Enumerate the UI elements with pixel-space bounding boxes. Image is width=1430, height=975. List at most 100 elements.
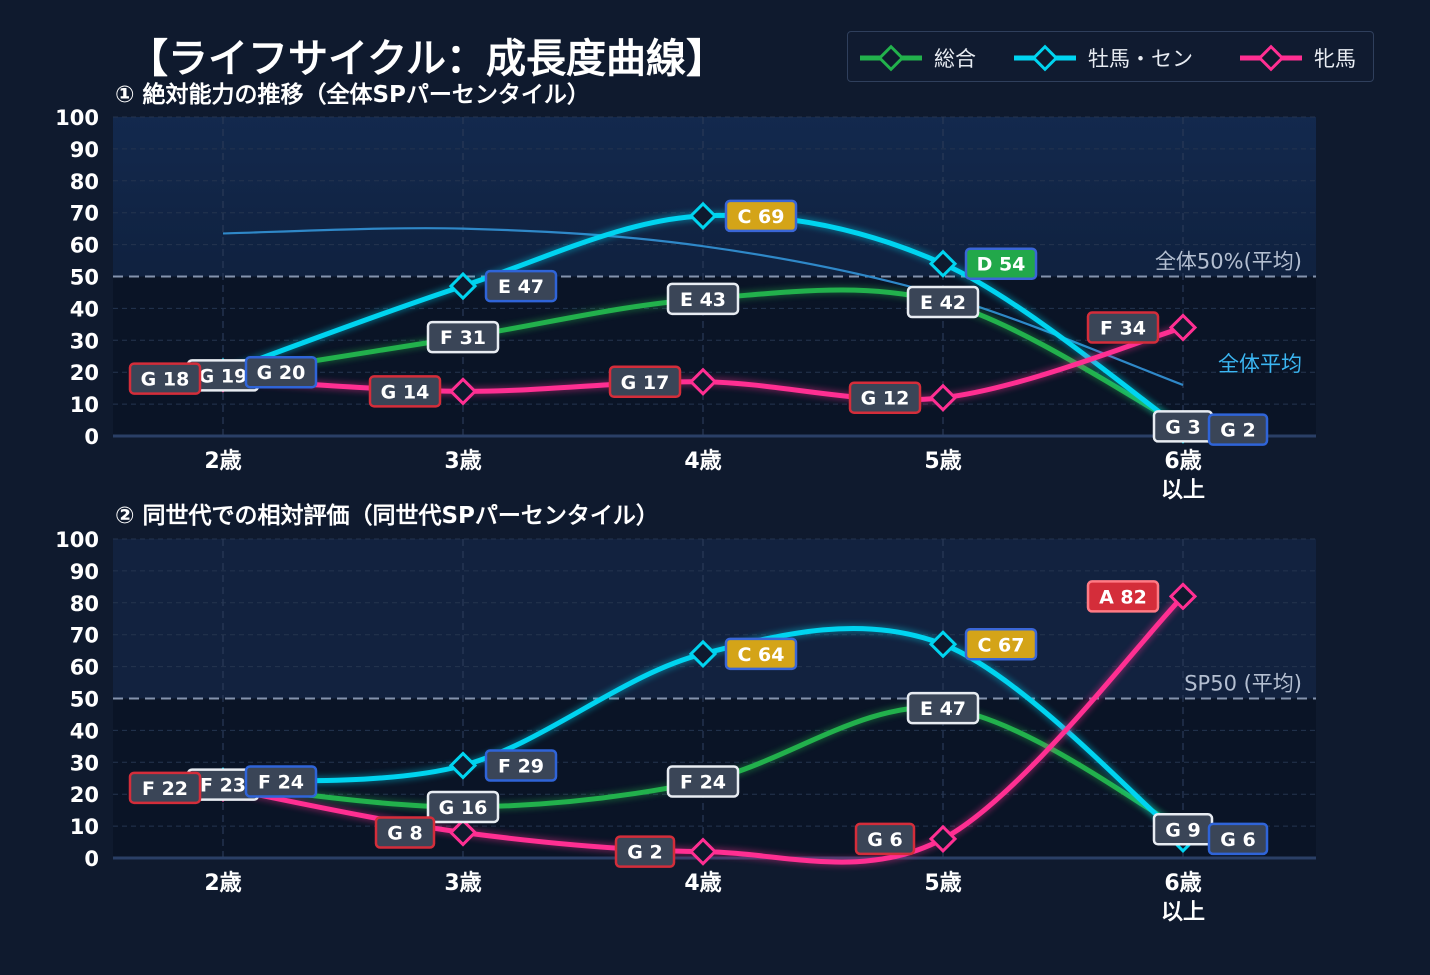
legend-marker-female [1240,44,1302,72]
upper-half-area [113,117,1316,277]
y-tick-label: 80 [70,592,99,616]
data-point-marker [928,383,958,412]
data-label: F 31 [440,327,486,349]
data-label-box [666,765,740,798]
data-label: F 29 [498,755,544,777]
data-label: G 20 [257,362,306,384]
legend-label-male: 牡馬・セン [1088,47,1193,71]
y-tick-label: 100 [55,528,99,552]
data-label-box [724,637,798,671]
x-tick-label: 以上 [1161,900,1205,925]
x-tick-label: 3歳 [444,449,481,474]
y-tick-label: 90 [70,560,99,584]
y-tick-label: 60 [70,656,99,680]
data-label-box [1086,580,1160,613]
y-tick-label: 60 [70,234,99,258]
data-label-box [484,269,558,303]
x-tick-label: 3歳 [444,871,481,896]
average-curve [222,227,1184,386]
chart-title: ① 絶対能力の推移（全体SPパーセンタイル） [115,81,590,108]
data-label: E 47 [920,698,966,720]
x-tick-label: 5歳 [924,449,961,474]
y-tick-label: 50 [70,266,99,290]
data-point-marker [688,639,718,668]
data-label: D 54 [977,254,1026,276]
data-label-box [1207,822,1269,856]
y-tick-label: 50 [70,688,99,712]
data-label-box [964,247,1038,280]
data-label: G 8 [387,822,422,844]
x-tick-label: 6歳 [1164,449,1201,474]
data-point-marker [448,377,478,406]
data-label-box [964,628,1038,661]
chart-panel-2: ② 同世代での相対評価（同世代SPパーセンタイル） 0 10 20 30 40 50 60 70… [55,502,1316,925]
data-label-box [1086,311,1160,344]
data-point-marker [928,630,958,659]
data-label-box [484,749,558,782]
y-tick-label: 70 [70,624,99,648]
data-label: G 3 [1165,416,1200,438]
data-label: C 64 [738,644,785,666]
legend-marker-overall [860,44,922,72]
y-tick-label: 20 [70,361,99,385]
data-label: F 23 [200,775,246,797]
y-tick-label: 20 [70,783,99,807]
chart-panel-1: ① 絶対能力の推移（全体SPパーセンタイル） 0 10 20 30 40 50 60 70 80 9… [55,81,1316,503]
data-label: G 12 [861,388,910,410]
y-tick-label: 70 [70,202,99,226]
data-label: G 17 [621,372,670,394]
data-label-box [426,320,500,354]
y-tick-label: 90 [70,138,99,162]
data-label-box [666,282,740,316]
x-tick-label: 4歳 [684,449,721,474]
data-label: E 43 [680,289,726,311]
average-curve-label: 全体平均 [1218,352,1302,376]
data-label: G 2 [627,842,662,864]
y-tick-label: 30 [70,329,99,353]
data-point-marker [448,271,478,301]
x-tick-label: 6歳 [1164,871,1201,896]
data-label-box [128,771,202,805]
data-label-box [906,285,980,319]
data-label-box [854,822,916,856]
y-tick-label: 40 [70,719,99,743]
y-tick-label: 10 [70,815,99,839]
data-point-marker [448,818,478,847]
data-label: G 9 [1165,819,1200,841]
reference-line-label: 全体50%(平均) [1155,250,1302,274]
data-label: G 16 [439,797,488,819]
data-label: F 34 [1100,318,1146,340]
data-label: G 19 [199,365,248,387]
data-label-box [608,365,682,399]
y-tick-label: 0 [84,847,99,871]
x-tick-label: 2歳 [204,871,241,896]
page-title: 【ライフサイクル：成長度曲線】 [128,36,726,82]
data-label-box [128,362,202,395]
data-label: G 6 [867,829,902,851]
data-label: E 47 [498,276,544,298]
data-label-box [374,816,436,849]
y-tick-label: 10 [70,393,99,417]
y-tick-label: 0 [84,425,99,449]
data-label: G 6 [1220,829,1255,851]
x-tick-label: 以上 [1161,478,1205,503]
data-label-box [848,381,922,414]
legend-marker-male [1014,44,1076,72]
data-label: G 14 [381,381,430,403]
data-label: C 69 [738,206,785,228]
data-point-marker [1168,313,1198,342]
x-tick-label: 4歳 [684,871,721,896]
data-point-marker [928,249,958,278]
legend-label-overall: 総合 [934,47,976,71]
data-label-box [368,375,442,408]
data-label: F 22 [142,778,188,800]
data-label-box [1207,413,1269,446]
data-point-marker [1168,582,1198,611]
data-label: F 24 [258,771,304,793]
data-label: G 18 [141,369,190,391]
data-point-marker [928,824,958,854]
data-point-marker [448,751,478,780]
reference-line-label: SP50 (平均) [1184,672,1302,696]
